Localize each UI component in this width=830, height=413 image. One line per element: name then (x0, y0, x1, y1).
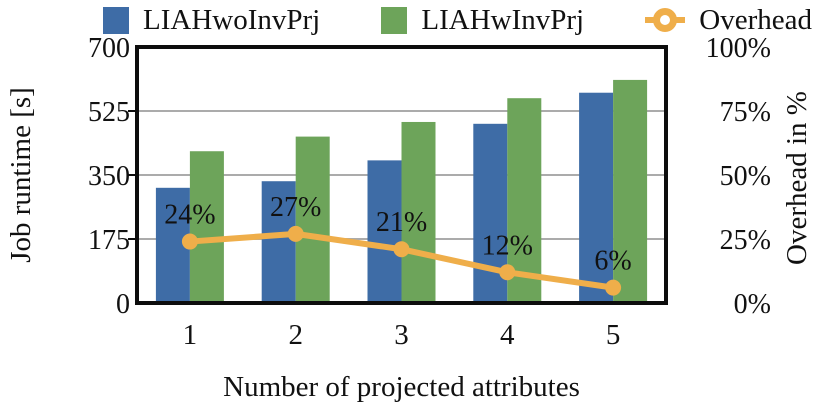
overhead-data-label: 27% (270, 192, 321, 223)
x-tick-label: 3 (394, 319, 409, 351)
right-axis-title: Overhead in % (781, 91, 813, 265)
overhead-marker-3 (393, 241, 410, 258)
left-axis-tick-label: 0 (116, 289, 130, 320)
bar-liahwinvprj-1 (189, 151, 224, 303)
legend-item-liahwinvprj: LIAHwInvPrj (381, 3, 585, 36)
bar-liahwinvprj-2 (295, 136, 330, 303)
bar-liahwoinvprj-3 (367, 160, 402, 303)
legend-item-liahwoinvprj: LIAHwoInvPrj (103, 3, 321, 36)
overhead-data-label: 6% (594, 246, 631, 277)
legend: LIAHwoInvPrj LIAHwInvPrj Overhead (103, 2, 812, 38)
right-axis-tick-label: 25% (720, 225, 771, 256)
right-axis-tick-label: 100% (706, 33, 771, 64)
overhead-marker-1 (181, 233, 198, 250)
legend-swatch-green-icon (381, 6, 408, 34)
legend-label-liahwoinvprj: LIAHwoInvPrj (143, 3, 321, 36)
legend-swatch-blue-icon (103, 6, 129, 34)
bar-liahwoinvprj-5 (579, 92, 614, 303)
overhead-stub-left (645, 17, 655, 23)
plot-border (135, 45, 668, 305)
left-axis-tick-label: 350 (88, 161, 130, 192)
overhead-data-label: 21% (376, 207, 427, 238)
right-axis-tick-label: 0% (734, 289, 771, 320)
overhead-data-label: 12% (482, 230, 533, 261)
x-tick-label: 1 (183, 319, 198, 351)
bar-liahwinvprj-3 (401, 121, 436, 303)
x-tick-label: 4 (500, 319, 515, 351)
right-axis-tick-label: 75% (720, 97, 771, 128)
overhead-ring (653, 8, 678, 32)
left-axis-tick-label: 175 (88, 225, 130, 256)
overhead-marker-2 (287, 225, 304, 242)
left-axis-tick-label: 700 (88, 33, 130, 64)
legend-label-overhead: Overhead (699, 3, 812, 36)
overhead-line-marker-icon (645, 7, 686, 33)
legend-item-overhead: Overhead (645, 3, 812, 36)
overhead-marker-5 (605, 279, 622, 296)
left-axis-tick-label: 525 (88, 97, 130, 128)
bar-liahwoinvprj-2 (261, 181, 296, 303)
overhead-marker-4 (499, 264, 516, 281)
left-axis-title: Job runtime [s] (5, 87, 37, 263)
legend-label-liahwinvprj: LIAHwInvPrj (421, 3, 585, 36)
overhead-stub-right (676, 17, 686, 23)
x-axis-title: Number of projected attributes (223, 371, 580, 403)
right-axis-tick-label: 50% (720, 161, 771, 192)
x-tick-label: 5 (606, 319, 621, 351)
overhead-data-label: 24% (164, 200, 215, 231)
x-tick-label: 2 (288, 319, 303, 351)
bar-liahwinvprj-5 (613, 79, 648, 304)
